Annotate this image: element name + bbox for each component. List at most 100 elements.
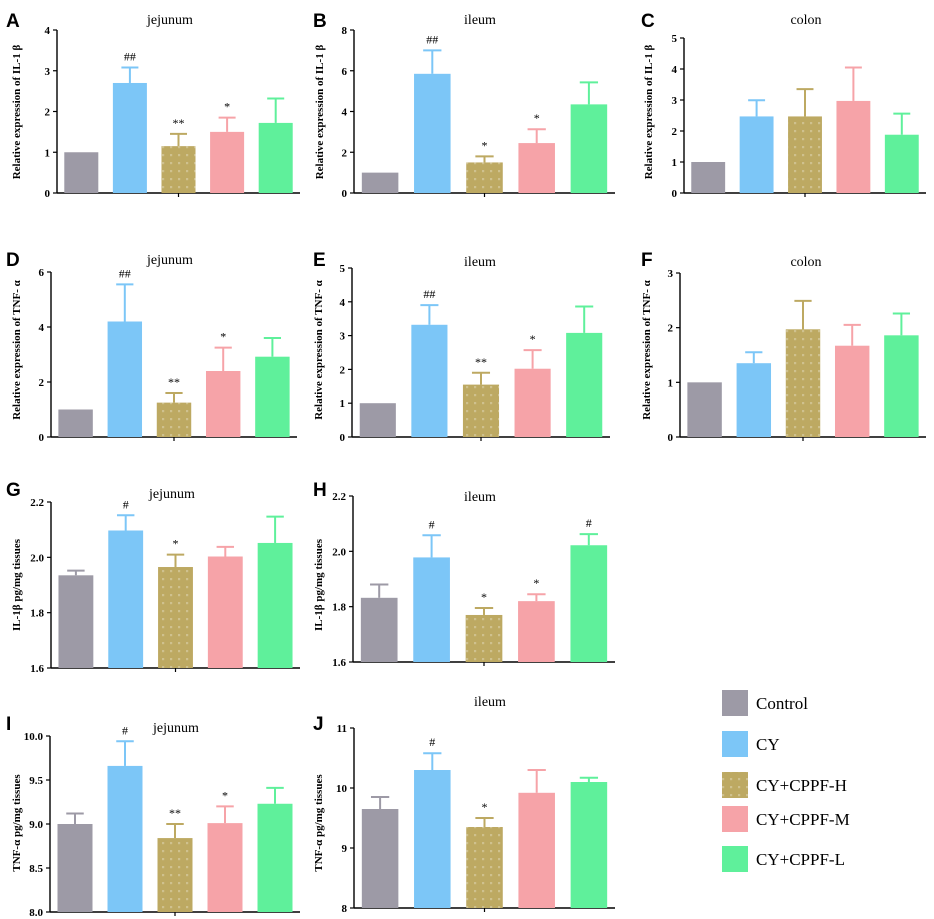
significance-h-cy-cppf-m: * [533,576,539,590]
bar-i-control [57,824,93,912]
bar-d-cy-cppf-l [255,356,290,437]
bar-pattern-h [465,614,503,662]
significance-d-cy-cppf-m: * [220,330,226,344]
y-tick-label-e: 2 [340,364,346,376]
bar-g-cy-cppf-l [257,542,293,668]
bar-i-cy [107,765,143,912]
y-axis-label-f: Relative expression of TNF- α [641,279,653,419]
chart-title-h: ileum [464,490,496,505]
y-tick-label-e: 3 [340,331,346,343]
y-tick-label-a: 2 [45,107,51,119]
bar-pattern-b [466,162,503,193]
y-tick-label-d: 4 [39,322,45,334]
y-tick-label-j: 8 [342,903,348,915]
bar-i-cy-cppf-m [207,823,243,912]
panel-letter-g: G [6,480,21,501]
y-axis-label-i: TNF-α pg/mg tissues [11,774,23,872]
y-tick-label-h: 2.2 [332,491,346,503]
panel-letter-e: E [313,250,326,271]
legend-label-cy-cppf-l: CY+CPPF-L [756,850,845,869]
bar-d-control [58,409,93,437]
legend-swatch-cy [722,731,748,757]
panel-letter-b: B [313,11,327,32]
y-tick-label-h: 1.8 [332,602,346,614]
bar-b-cy-cppf-m [518,143,555,193]
bar-c-cy-cppf-l [884,134,919,193]
significance-e-cy-cppf-m: * [530,332,536,346]
bar-d-cy-cppf-m [205,371,241,437]
y-tick-label-i: 8.0 [29,907,43,919]
bar-b-cy-cppf-l [570,104,608,193]
panel-letter-d: D [6,250,20,271]
legend-label-cy-cppf-h: CY+CPPF-H [756,776,847,795]
panel-letter-c: C [641,11,655,32]
panel-letter-i: I [6,714,11,735]
y-tick-label-c: 5 [672,33,678,45]
bar-h-cy-cppf-m [518,601,555,662]
significance-a-cy: ## [124,49,136,63]
y-tick-label-j: 10 [336,783,348,795]
y-tick-label-f: 3 [668,268,674,280]
bar-pattern-g [158,567,193,668]
legend: Control CY CY+CPPF-H CY+CPPF-M CY+CPPF-L [722,690,850,872]
y-tick-label-d: 2 [39,377,45,389]
bar-j-cy-cppf-m [518,792,555,908]
significance-b-cy-cppf-h: * [482,138,488,152]
bar-h-control [360,597,398,662]
bar-c-cy [739,116,774,193]
bar-pattern-j [466,827,503,908]
bar-e-cy-cppf-m [514,368,551,437]
chart-title-j: ileum [474,695,506,710]
bar-g-control [58,575,94,668]
y-tick-label-i: 9.0 [29,819,43,831]
y-tick-label-c: 4 [672,64,678,76]
significance-b-cy: ## [426,32,438,46]
bar-b-cy [414,73,451,193]
legend-item-cy-cppf-l: CY+CPPF-L [722,846,845,872]
y-tick-label-i: 8.5 [29,863,43,875]
panel-letter-j: J [313,714,324,735]
chart-title-e: ileum [464,255,496,270]
y-axis-label-e: Relative expression of TNF- α [313,279,325,419]
significance-e-cy-cppf-h: ** [475,355,487,369]
legend-item-cy-cppf-m: CY+CPPF-M [722,806,850,832]
legend-label-cy: CY [756,735,780,754]
y-tick-label-d: 6 [39,267,45,279]
y-axis-label-h: IL-1β pg/mg tissues [313,538,325,631]
y-tick-label-b: 0 [342,188,348,200]
legend-swatch-cy-cppf-m [722,806,748,832]
y-tick-label-f: 2 [668,323,674,335]
y-tick-label-e: 1 [340,398,346,410]
bar-pattern-i [157,838,193,912]
y-tick-label-a: 1 [45,147,51,159]
y-tick-label-h: 2.0 [332,546,346,558]
significance-a-cy-cppf-h: ** [173,116,185,130]
y-tick-label-a: 3 [45,66,51,78]
y-axis-label-d: Relative expression of TNF- α [11,279,23,419]
chart-title-g: jejunum [148,487,195,502]
legend-item-cy-cppf-h: CY+CPPF-H [722,772,847,798]
bar-f-cy [736,363,772,437]
legend-item-control: Control [722,690,808,716]
bar-i-cy-cppf-l [257,803,293,912]
y-tick-label-a: 4 [45,25,51,37]
panel-letter-h: H [313,480,327,501]
y-tick-label-j: 9 [342,843,348,855]
significance-a-cy-cppf-m: * [224,100,230,114]
significance-b-cy-cppf-m: * [534,111,540,125]
bar-pattern-f [785,329,821,437]
y-tick-label-g: 2.0 [30,552,44,564]
bar-h-cy [413,557,450,662]
y-axis-label-a: Relative expression of IL-1 β [11,45,23,180]
y-tick-label-c: 1 [672,157,678,169]
bar-g-cy-cppf-m [207,556,243,668]
bar-a-cy-cppf-m [210,131,245,193]
y-tick-label-b: 6 [342,66,348,78]
significance-i-cy: # [122,723,128,737]
y-tick-label-b: 2 [342,147,348,159]
